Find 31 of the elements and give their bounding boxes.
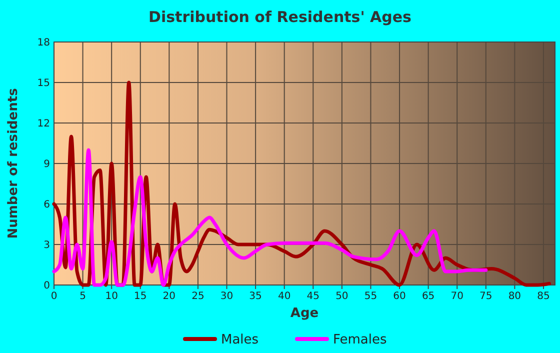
legend-label: Females xyxy=(333,332,388,348)
x-tick-label: 20 xyxy=(162,291,176,302)
x-tick-label: 40 xyxy=(278,291,291,302)
y-tick-label: 12 xyxy=(37,118,50,130)
x-tick-label: 0 xyxy=(50,291,58,302)
chart-title: Distribution of Residents' Ages xyxy=(148,8,412,26)
x-tick-label: 25 xyxy=(192,291,204,302)
x-tick-label: 45 xyxy=(306,291,320,302)
y-tick-label: 0 xyxy=(44,280,50,292)
y-tick-label: 3 xyxy=(44,240,50,251)
x-tick-label: 30 xyxy=(220,291,234,302)
legend-label: Males xyxy=(221,332,259,348)
x-tick-label: 65 xyxy=(422,291,435,302)
y-tick-label: 15 xyxy=(37,78,50,89)
x-tick-label: 50 xyxy=(336,291,348,302)
y-tick-label: 18 xyxy=(37,38,50,48)
x-tick-label: 70 xyxy=(450,291,464,302)
x-tick-label: 35 xyxy=(249,291,262,302)
y-tick-label: 9 xyxy=(44,159,50,170)
x-tick-label: 80 xyxy=(508,291,522,302)
x-axis-title: Age xyxy=(290,306,319,321)
line-series xyxy=(52,148,488,287)
x-tick-label: 10 xyxy=(105,291,118,302)
x-tick-label: 75 xyxy=(480,291,492,302)
y-tick-label: 6 xyxy=(44,200,50,210)
x-tick-label: 5 xyxy=(80,291,86,302)
x-tick-label: 15 xyxy=(134,291,147,302)
y-axis-title: Number of residents xyxy=(6,88,21,239)
x-tick-label: 85 xyxy=(537,291,550,302)
x-tick-label: 60 xyxy=(393,291,406,302)
x-tick-label: 55 xyxy=(364,291,378,302)
